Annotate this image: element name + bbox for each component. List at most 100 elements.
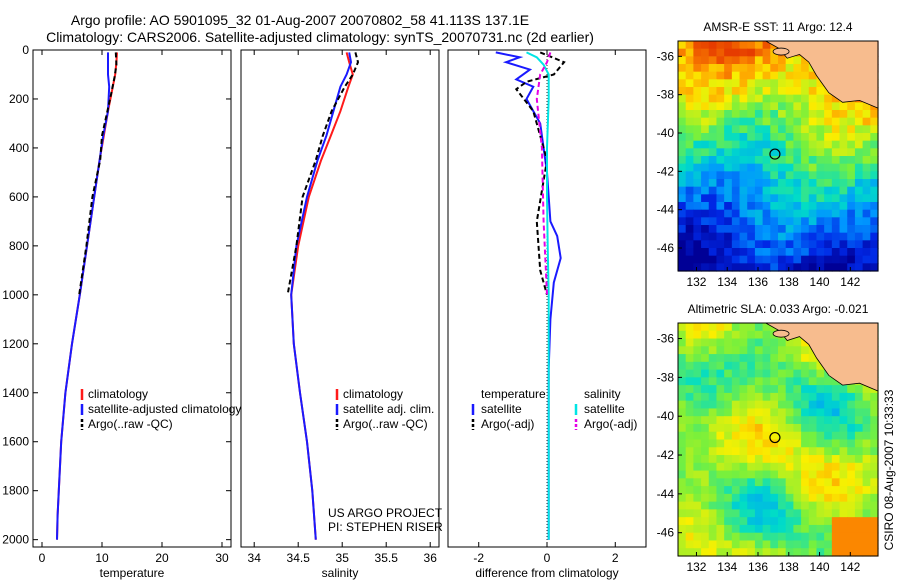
map-cell — [824, 493, 833, 503]
map-cell — [762, 217, 771, 226]
map-cell — [801, 133, 810, 142]
map-cell — [708, 217, 718, 226]
map-cell — [808, 186, 818, 195]
map-cell — [747, 338, 756, 347]
map-cell — [724, 217, 733, 226]
map-cell — [739, 217, 748, 226]
map-cell — [708, 133, 718, 142]
map-cell — [785, 179, 794, 188]
map-cell — [739, 346, 748, 355]
map-cell — [678, 163, 687, 172]
figure-title-line2: Climatology: CARS2006. Satellite-adjuste… — [46, 29, 594, 45]
map-cell — [708, 263, 718, 272]
map-cell — [724, 330, 733, 340]
map-cell — [778, 140, 787, 149]
map-cell — [754, 416, 764, 425]
map-cell — [739, 540, 748, 549]
map-cell — [793, 524, 802, 534]
map-cell — [847, 209, 856, 218]
series-line-argo-raw-qc- — [78, 52, 118, 295]
map-cell — [685, 71, 694, 80]
map-cell — [854, 385, 864, 394]
map-cell — [747, 431, 756, 441]
map-cell — [762, 354, 771, 363]
map-cell — [862, 140, 871, 149]
map-cell — [870, 202, 879, 211]
map-cell — [870, 416, 879, 425]
map-cell — [716, 56, 725, 65]
map-cell — [678, 94, 687, 103]
map-y-tick-label: -46 — [657, 526, 675, 540]
map-cell — [831, 156, 841, 165]
map-cell — [685, 232, 694, 241]
map-cell — [731, 377, 741, 386]
map-cell — [839, 470, 848, 479]
map-cell — [808, 248, 818, 257]
map-cell — [747, 194, 756, 203]
map-cell — [839, 501, 848, 510]
map-cell — [808, 385, 818, 394]
map-cell — [724, 248, 733, 257]
map-cell — [808, 263, 818, 272]
map-cell — [870, 400, 879, 410]
map-cell — [870, 455, 879, 464]
map-cell — [731, 408, 741, 417]
map-cell — [839, 110, 848, 119]
map-cell — [708, 369, 718, 378]
map-cell — [770, 470, 779, 479]
map-cell — [793, 493, 802, 503]
map-cell — [770, 64, 779, 73]
map-cell — [724, 369, 733, 378]
map-cell — [708, 548, 718, 557]
map-cell — [685, 94, 694, 103]
map-cell — [854, 455, 864, 464]
y-tick-label: 1000 — [2, 288, 29, 302]
x-tick-label: 34.5 — [287, 551, 311, 565]
map-cell — [762, 87, 771, 96]
map-cell — [862, 232, 871, 241]
map-cell — [854, 509, 864, 518]
map-cell — [770, 110, 779, 119]
map-cell — [808, 532, 818, 542]
map-cell — [808, 431, 818, 441]
map-cell — [770, 133, 779, 142]
map-cell — [816, 377, 825, 386]
map-cell — [870, 110, 879, 119]
map-cell — [724, 56, 733, 65]
map-cell — [724, 255, 733, 264]
map-cell — [793, 110, 802, 119]
map-cell — [678, 392, 687, 402]
map-cell — [739, 392, 748, 402]
map-cell — [716, 392, 725, 402]
map-cell — [708, 202, 718, 211]
map-cell — [685, 64, 694, 73]
map-cell — [701, 540, 710, 549]
map-cell — [831, 548, 841, 557]
map-cell — [701, 202, 710, 211]
map-x-tick-label: 140 — [810, 275, 830, 289]
map-cell — [701, 323, 710, 332]
map-cell — [847, 509, 856, 518]
map-cell — [754, 346, 764, 355]
map-cell — [678, 255, 687, 264]
plot-frame — [240, 49, 440, 548]
map-cell — [801, 392, 810, 402]
map-cell — [754, 540, 764, 549]
map-cell — [708, 179, 718, 188]
map-cell — [816, 369, 825, 378]
map-cell — [685, 501, 694, 510]
map-cell — [847, 455, 856, 464]
map-cell — [801, 408, 810, 417]
map-cell — [854, 186, 864, 195]
map-cell — [708, 56, 718, 65]
map-cell — [739, 439, 748, 448]
map-cell — [847, 540, 856, 549]
map-cell — [754, 255, 764, 264]
map-cell — [854, 517, 864, 526]
map-cell — [816, 240, 825, 249]
map-cell — [747, 361, 756, 371]
map-cell — [716, 369, 725, 378]
map-cell — [678, 110, 687, 119]
y-tick-label: 1400 — [2, 386, 29, 400]
